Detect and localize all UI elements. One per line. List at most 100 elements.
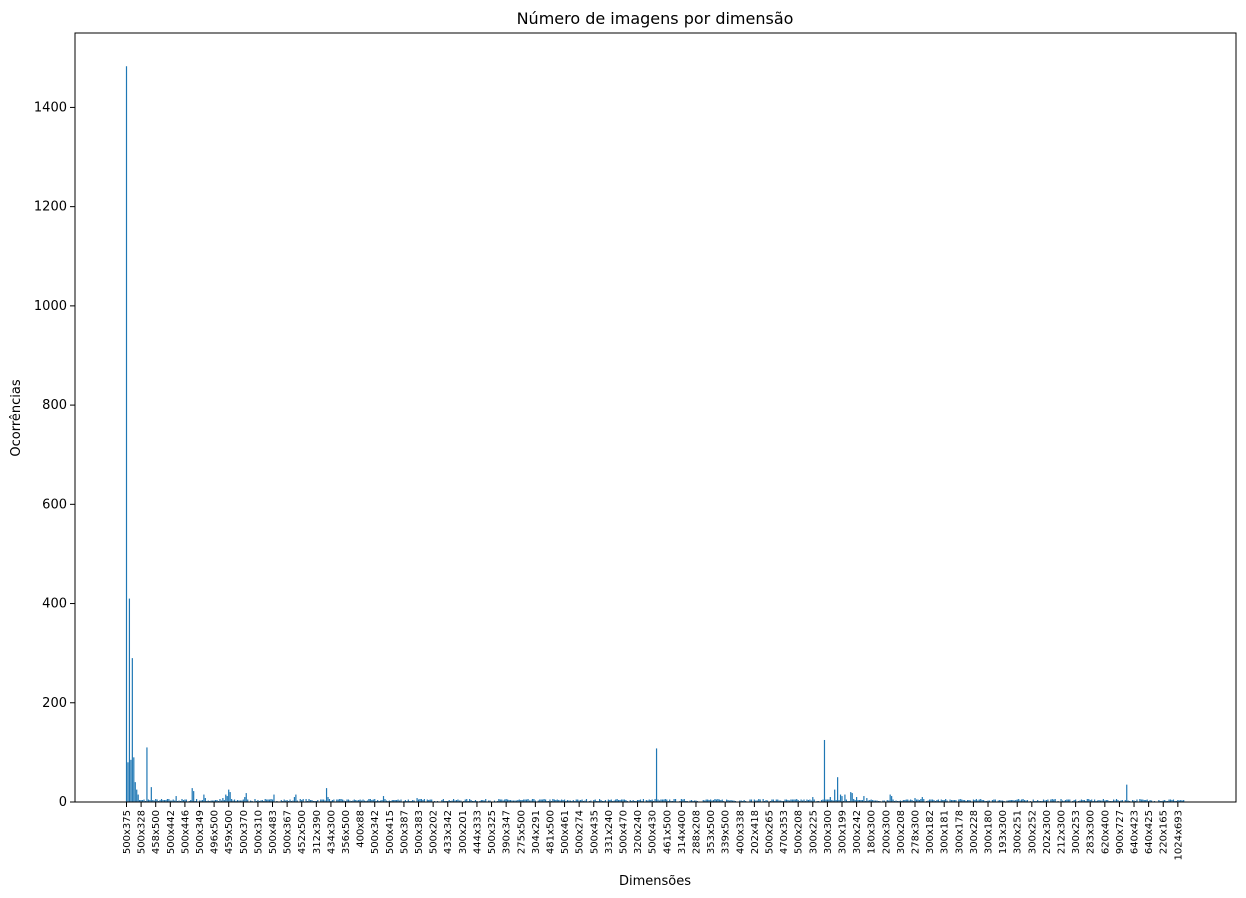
bar	[374, 799, 376, 802]
bar	[969, 800, 972, 802]
x-tick-label: 500x274	[575, 810, 586, 854]
bar	[555, 800, 557, 802]
bar	[1183, 800, 1185, 802]
bar	[1007, 800, 1010, 802]
bar	[1047, 799, 1049, 802]
x-tick-label: 458x500	[151, 810, 162, 854]
x-tick-label: 500x325	[487, 810, 498, 854]
bar	[1080, 799, 1083, 802]
bar	[629, 800, 631, 802]
x-tick-label: 300x181	[940, 810, 951, 854]
bar	[320, 799, 322, 802]
bar	[558, 800, 560, 802]
bar	[705, 799, 707, 802]
bar	[753, 799, 755, 802]
bar	[1042, 799, 1045, 802]
bar	[892, 799, 894, 802]
bar	[514, 800, 516, 802]
bar	[1032, 799, 1034, 802]
bar	[1053, 799, 1055, 802]
bar	[882, 800, 884, 802]
bar	[1073, 800, 1075, 802]
bar	[146, 747, 148, 802]
bar	[610, 799, 612, 802]
bar	[366, 800, 369, 802]
bar	[360, 800, 363, 802]
bar	[184, 799, 186, 802]
x-tick-label: 275x500	[516, 810, 527, 854]
y-tick-label: 600	[42, 497, 67, 512]
bar	[134, 782, 136, 802]
bar	[231, 799, 233, 802]
bar	[999, 800, 1001, 802]
bar	[1061, 800, 1064, 802]
bar	[841, 796, 843, 802]
bar	[198, 800, 201, 802]
x-tick-label: 500x435	[589, 810, 600, 854]
bar	[869, 800, 871, 802]
bar	[1121, 800, 1123, 802]
x-tick-label: 496x500	[210, 810, 221, 854]
bar	[784, 799, 786, 802]
bar	[907, 799, 909, 802]
bar	[466, 799, 468, 802]
bar	[645, 800, 647, 802]
bar	[777, 799, 779, 802]
bar	[914, 798, 916, 802]
bar	[159, 800, 161, 802]
x-tick-label: 640x423	[1130, 810, 1141, 854]
bar	[908, 800, 910, 802]
bar	[182, 800, 185, 802]
bar	[174, 800, 176, 802]
y-tick-label: 1200	[34, 200, 67, 215]
bar	[1168, 799, 1170, 802]
bar	[838, 800, 840, 802]
bar	[806, 799, 808, 802]
bar	[524, 799, 526, 802]
bar	[695, 800, 697, 802]
x-tick-label: 500x470	[618, 810, 629, 854]
bar	[607, 799, 609, 802]
bar	[964, 800, 966, 802]
bar	[1044, 800, 1046, 802]
bar	[717, 799, 719, 802]
bar	[1009, 800, 1011, 802]
bar	[1127, 800, 1129, 802]
bar	[609, 800, 611, 802]
bar	[1021, 799, 1023, 802]
bar	[501, 799, 503, 802]
bar	[835, 800, 837, 802]
bar	[426, 799, 428, 802]
bar	[1089, 800, 1091, 802]
bar	[346, 799, 348, 802]
bar	[388, 800, 390, 802]
bar	[1172, 799, 1175, 802]
bar	[1140, 799, 1142, 802]
bar	[398, 800, 401, 802]
x-tick-label: 193x300	[998, 810, 1009, 854]
bar	[422, 800, 424, 802]
bar	[904, 800, 906, 802]
bar	[195, 799, 198, 802]
bar	[340, 799, 342, 802]
x-tick-label: 312x390	[312, 810, 323, 854]
bar	[791, 799, 793, 802]
bar	[163, 800, 166, 802]
bar	[1083, 800, 1085, 802]
x-tick-label: 300x228	[969, 810, 980, 854]
bar	[993, 799, 995, 802]
x-tick-label: 500x310	[253, 810, 264, 854]
chart-title: Número de imagens por dimensão	[517, 9, 794, 28]
bar	[590, 800, 592, 802]
bar	[638, 800, 640, 802]
bar	[772, 799, 774, 802]
bar	[423, 799, 425, 802]
x-tick-label: 452x500	[297, 810, 308, 854]
bar	[544, 799, 547, 802]
bar	[613, 800, 615, 802]
bar	[200, 800, 202, 802]
bar	[359, 799, 361, 802]
bar	[937, 799, 939, 802]
x-tick-label: 200x300	[881, 810, 892, 854]
bar	[1026, 800, 1029, 802]
